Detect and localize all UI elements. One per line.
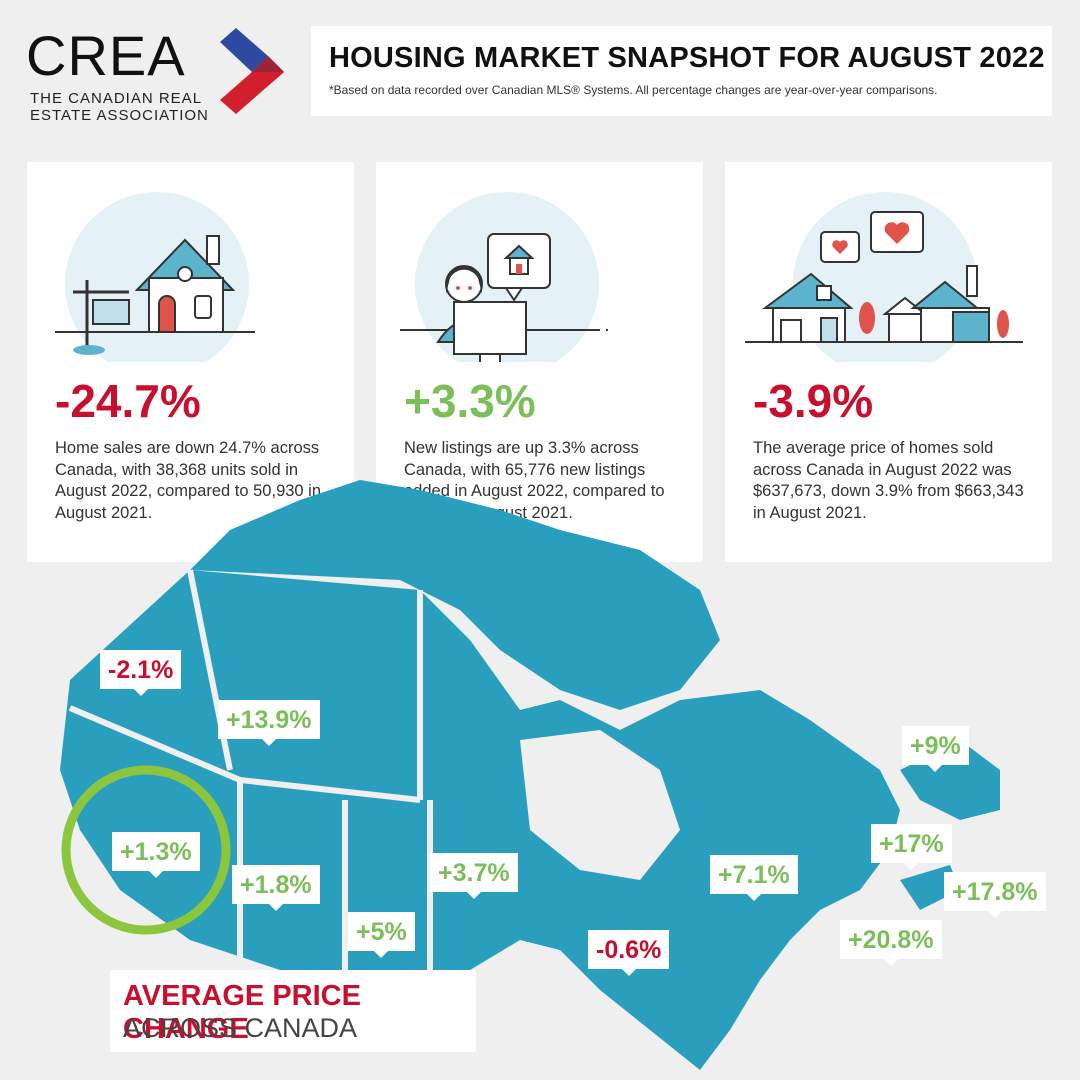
map-label-saskatchewan: +5% xyxy=(348,912,415,958)
title-banner: HOUSING MARKET SNAPSHOT FOR AUGUST 2022 … xyxy=(311,26,1052,116)
logo-subtitle-line2: ESTATE ASSOCIATION xyxy=(30,107,209,124)
home-sales-change: -24.7% xyxy=(55,375,201,427)
houses-with-hearts-icon xyxy=(745,192,1023,362)
arctic-islands xyxy=(190,480,720,710)
map-label-british-columbia: +1.3% xyxy=(112,832,200,878)
home-sales-description: Home sales are down 24.7% across Canada,… xyxy=(55,439,322,522)
home-sales-card: -24.7% Home sales are down 24.7% across … xyxy=(27,162,354,562)
hudson-bay xyxy=(520,730,680,880)
map-label-northwest-territories: +13.9% xyxy=(218,700,320,746)
map-label-yukon: -2.1% xyxy=(100,650,182,696)
map-label-quebec: +7.1% xyxy=(710,855,798,901)
crea-chevron-icon xyxy=(220,28,284,114)
logo-subtitle: THE CANADIAN REAL ESTATE ASSOCIATION xyxy=(30,90,209,124)
average-price-change: -3.9% xyxy=(753,375,874,427)
average-price-description: The average price of homes sold across C… xyxy=(753,439,1024,522)
map-label-newfoundland: +9% xyxy=(902,726,969,772)
page-subtitle: *Based on data recorded over Canadian ML… xyxy=(329,83,938,97)
legend-subtitle: ACROSS CANADA xyxy=(123,1013,358,1043)
legend-title: AVERAGE PRICE CHANGE xyxy=(123,980,361,1045)
house-for-sale-icon xyxy=(55,192,261,362)
map-label-nova-scotia: +17.8% xyxy=(944,872,1046,918)
map-label-manitoba: +3.7% xyxy=(430,853,518,899)
map-label-new-brunswick: +20.8% xyxy=(840,920,942,966)
map-label-pei: +17% xyxy=(871,824,952,870)
highlight-ring xyxy=(61,765,231,935)
average-price-card: -3.9% The average price of homes sold ac… xyxy=(725,162,1052,562)
map-legend: AVERAGE PRICE CHANGE ACROSS CANADA xyxy=(110,970,476,1052)
map-label-ontario: -0.6% xyxy=(588,930,670,976)
person-at-computer-icon xyxy=(400,192,608,362)
logo-wordmark: CREA xyxy=(26,24,186,87)
mainland-canada xyxy=(60,570,900,1070)
map-label-alberta: +1.8% xyxy=(232,865,320,911)
crea-logo: CREA THE CANADIAN REAL ESTATE ASSOCIATIO… xyxy=(26,24,284,128)
logo-subtitle-line1: THE CANADIAN REAL xyxy=(30,90,203,107)
page-title: HOUSING MARKET SNAPSHOT FOR AUGUST 2022 xyxy=(329,42,1045,74)
new-listings-change: +3.3% xyxy=(404,375,536,427)
